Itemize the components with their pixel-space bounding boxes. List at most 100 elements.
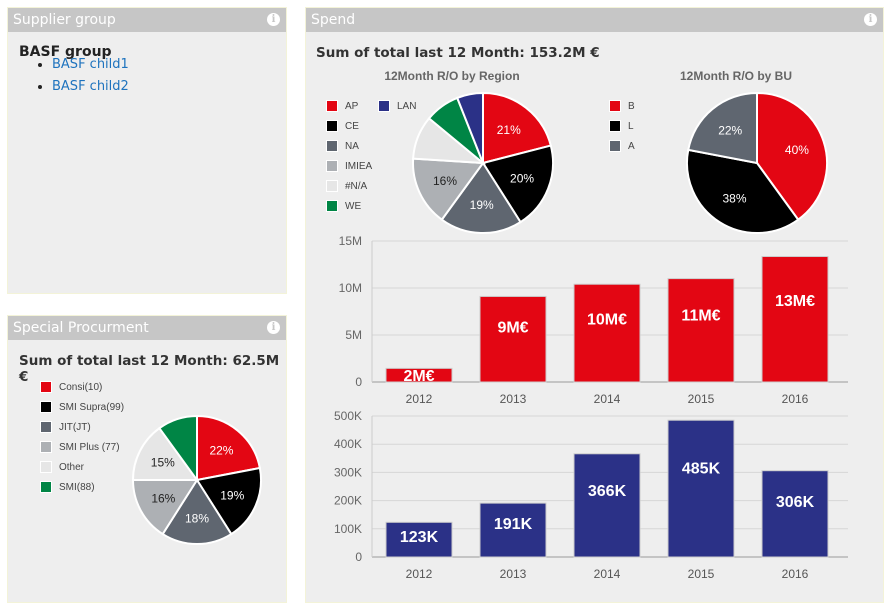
legend-item[interactable]: A: [609, 136, 635, 156]
legend-item[interactable]: #N/A: [326, 176, 367, 196]
bar[interactable]: [479, 295, 547, 383]
legend-item[interactable]: CE: [326, 116, 359, 136]
legend-label: SMI(88): [59, 481, 95, 493]
legend-label: A: [628, 140, 635, 152]
pie-data-label: 21%: [497, 123, 521, 137]
x-tick-label: 2015: [688, 392, 715, 406]
legend-item[interactable]: JIT(JT): [40, 417, 91, 437]
y-tick-label: 0: [355, 375, 362, 389]
y-tick-label: 200K: [334, 494, 362, 508]
pie-slice[interactable]: [455, 91, 484, 164]
legend-item[interactable]: NA: [326, 136, 359, 156]
legend-swatch: [609, 140, 621, 152]
child-link[interactable]: BASF child2: [52, 79, 129, 94]
panel-title: Supplier group: [13, 12, 116, 28]
child-link[interactable]: BASF child1: [52, 57, 129, 72]
pie-data-label: 22%: [209, 443, 233, 457]
pie-data-label: 16%: [151, 491, 175, 505]
pie-slice[interactable]: [756, 91, 828, 222]
y-tick-label: 10M: [339, 281, 362, 295]
child-item: BASF child2: [52, 76, 129, 98]
x-tick-label: 2014: [594, 392, 621, 406]
bar[interactable]: [385, 367, 453, 383]
x-tick-label: 2014: [594, 567, 621, 581]
legend-item[interactable]: B: [609, 96, 635, 116]
pie-slice[interactable]: [687, 91, 758, 165]
legend-item[interactable]: WE: [326, 196, 361, 216]
legend-swatch: [40, 461, 52, 473]
pie-slice[interactable]: [482, 91, 553, 165]
bu-chart-title: 12Month R/O by BU: [679, 69, 792, 83]
bar-data-label: 11M€: [681, 308, 720, 325]
legend-item[interactable]: SMI Plus (77): [40, 437, 120, 457]
legend-swatch: [326, 140, 338, 152]
spend-sum: Sum of total last 12 Month: 153.2M €: [316, 45, 600, 61]
pie-slice[interactable]: [196, 414, 262, 482]
legend-label: IMIEA: [345, 160, 373, 172]
x-tick-label: 2016: [782, 392, 809, 406]
legend-label: Other: [59, 461, 85, 473]
y-tick-label: 500K: [334, 409, 362, 423]
legend-swatch: [609, 100, 621, 112]
special-sum: Sum of total last 12 Month: 62.5M €: [19, 353, 280, 385]
bar[interactable]: [479, 502, 547, 558]
legend-swatch: [40, 381, 52, 393]
pie-slice[interactable]: [161, 478, 233, 545]
panel-title: Spend: [311, 12, 356, 28]
pie-slice[interactable]: [131, 426, 199, 481]
pie-data-label: 18%: [185, 511, 209, 525]
legend-item[interactable]: LAN: [378, 96, 416, 116]
bar[interactable]: [667, 419, 735, 558]
x-tick-label: 2013: [500, 392, 527, 406]
bar-data-label: 2M€: [403, 368, 434, 385]
x-tick-label: 2013: [500, 567, 527, 581]
pie-data-label: 15%: [151, 456, 175, 470]
bar[interactable]: [761, 256, 829, 383]
legend-label: AP: [345, 100, 359, 112]
pie-data-label: 16%: [433, 174, 457, 188]
legend-label: Consi(10): [59, 381, 103, 393]
legend-swatch: [40, 401, 52, 413]
pie-slice[interactable]: [686, 148, 800, 234]
legend-swatch: [378, 100, 390, 112]
panel-header: Spend i: [306, 8, 883, 32]
legend-item[interactable]: SMI(88): [40, 477, 95, 497]
legend-item[interactable]: Other: [40, 457, 84, 477]
legend-item[interactable]: SMI Supra(99): [40, 397, 124, 417]
pie-slice[interactable]: [481, 144, 554, 224]
region-chart-title: 12Month R/O by Region: [384, 69, 520, 83]
bar[interactable]: [667, 278, 735, 383]
info-icon[interactable]: i: [267, 13, 280, 26]
legend-swatch: [326, 200, 338, 212]
legend-swatch: [326, 120, 338, 132]
bar[interactable]: [573, 453, 641, 558]
pie-data-label: 19%: [470, 198, 494, 212]
bar[interactable]: [385, 521, 453, 558]
pie-slice[interactable]: [412, 157, 485, 222]
pie-slice[interactable]: [440, 161, 522, 234]
legend-item[interactable]: AP: [326, 96, 358, 116]
info-icon[interactable]: i: [267, 321, 280, 334]
bar-data-label: 306K: [776, 494, 815, 511]
legend-item[interactable]: L: [609, 116, 634, 136]
supplier-group-panel: Supplier group i BASF group BASF child1 B…: [7, 7, 287, 294]
pie-data-label: 38%: [722, 191, 746, 205]
pie-slice[interactable]: [131, 479, 199, 536]
bar[interactable]: [761, 470, 829, 558]
pie-slice[interactable]: [157, 414, 198, 484]
legend-swatch: [326, 160, 338, 172]
legend-label: SMI Plus (77): [59, 441, 120, 453]
legend-swatch: [40, 481, 52, 493]
legend-item[interactable]: IMIEA: [326, 156, 372, 176]
legend-label: NA: [345, 140, 359, 152]
legend-item[interactable]: Consi(10): [40, 377, 102, 397]
pie-slice[interactable]: [195, 466, 262, 536]
pie-data-label: 22%: [718, 124, 742, 138]
x-tick-label: 2016: [782, 567, 809, 581]
child-item: BASF child1: [52, 54, 129, 76]
info-icon[interactable]: i: [864, 13, 877, 26]
panel-header: Supplier group i: [8, 8, 286, 32]
bar[interactable]: [573, 283, 641, 383]
y-tick-label: 400K: [334, 437, 362, 451]
